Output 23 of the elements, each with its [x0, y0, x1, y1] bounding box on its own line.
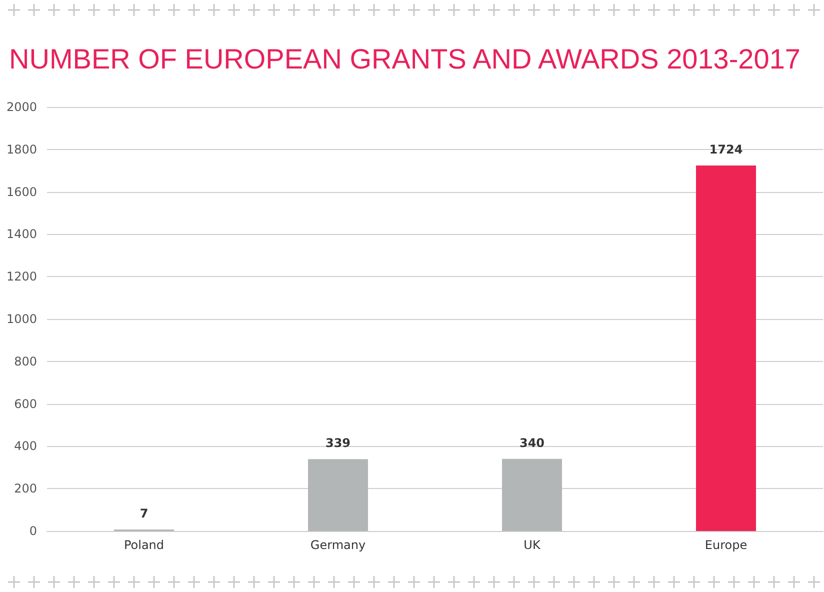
bar — [308, 459, 368, 531]
y-tick-label: 400 — [14, 439, 37, 454]
x-tick-label: Europe — [704, 538, 748, 552]
y-tick-label: 1600 — [6, 184, 37, 199]
x-tick-label: UK — [524, 538, 542, 552]
y-tick-label: 0 — [29, 524, 37, 538]
data-label: 339 — [325, 436, 351, 450]
data-label: 340 — [519, 436, 545, 450]
data-label: 7 — [140, 506, 148, 521]
y-tick-label: 1200 — [6, 270, 37, 284]
y-tick-label: 2000 — [6, 100, 37, 114]
data-label: 1724 — [709, 142, 743, 157]
x-tick-label: Germany — [310, 538, 366, 552]
y-tick-label: 1400 — [6, 227, 37, 242]
x-tick-label: Poland — [124, 538, 164, 552]
y-tick-label: 600 — [14, 396, 37, 411]
y-tick-label: 1000 — [6, 312, 37, 326]
y-tick-label: 1800 — [6, 142, 37, 156]
chart-title: NUMBER OF EUROPEAN GRANTS AND AWARDS 2013-2017 — [9, 44, 800, 74]
y-tick-label: 200 — [14, 482, 37, 496]
y-tick-label: 800 — [14, 354, 37, 368]
bar — [502, 458, 562, 531]
bar — [696, 166, 756, 531]
